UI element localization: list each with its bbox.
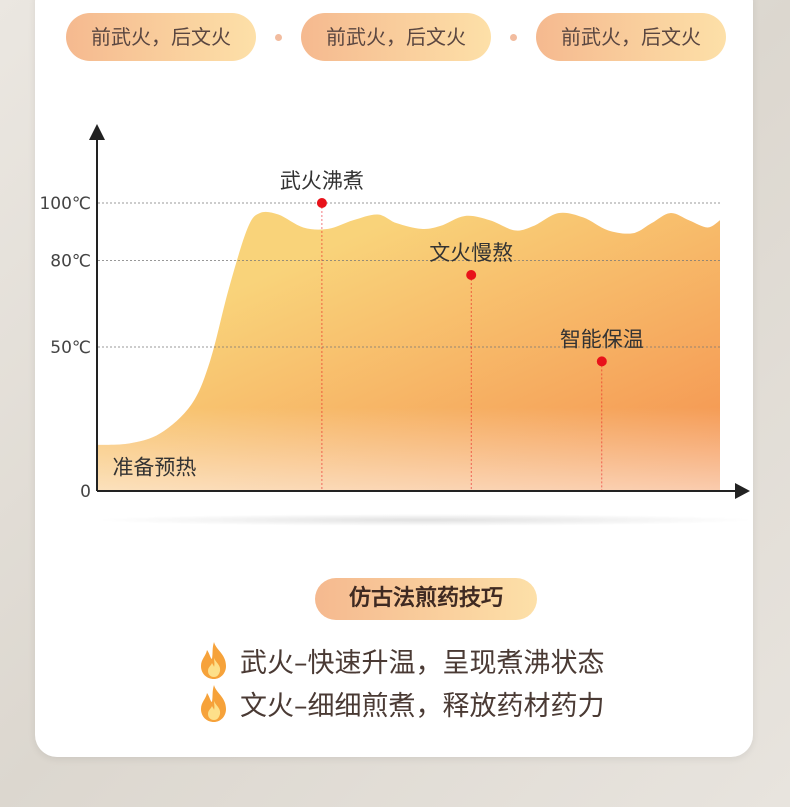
stage-label: 准备预热 [112,456,196,480]
stage-marker [596,356,607,367]
stage-marker [466,270,477,280]
y-tick-label: 50℃ [50,338,91,358]
tip-row-2: 文火–细细煎煮，释放药材药力 [196,683,605,723]
pill-tag-1: 前武火，后文火 [66,13,256,61]
tip-row-1: 武火–快速升温，呈现煮沸状态 [196,640,605,680]
y-tick-label: 100℃ [39,194,91,214]
y-tick-label: 0 [80,482,91,502]
stage-label: 智能保温 [560,327,644,351]
tip-text-2: 文火–细细煎煮，释放药材药力 [240,690,605,722]
chart-base-shadow [95,514,755,526]
chart-area-fade [98,211,720,491]
stage-label: 文火慢熬 [429,241,513,265]
stage-marker [316,198,327,208]
pill-separator-dot [510,34,517,41]
pill-tag-2: 前武火，后文火 [301,13,491,61]
stage-label: 武火沸煮 [280,169,364,193]
pill-separator-dot [275,34,282,41]
tips-title: 仿古法煎药技巧 [315,578,537,620]
flame-icon [201,685,226,722]
y-axis-arrow [89,124,105,140]
y-tick-label: 80℃ [50,252,91,272]
x-axis-arrow [735,483,750,499]
pill-tag-3: 前武火，后文火 [536,13,726,61]
tip-text-1: 武火–快速升温，呈现煮沸状态 [240,647,605,679]
flame-icon [201,642,226,679]
